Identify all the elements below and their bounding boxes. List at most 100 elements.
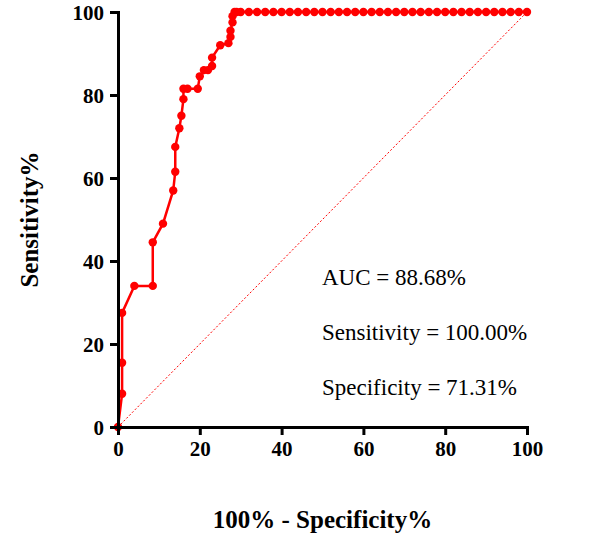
roc-point <box>523 8 531 16</box>
tick-label: 60 <box>83 167 104 191</box>
tick: 60 <box>83 167 118 191</box>
tick: 100 <box>512 427 544 461</box>
tick-mark <box>110 343 118 346</box>
tick: 0 <box>113 427 124 461</box>
roc-point <box>208 62 216 70</box>
roc-point <box>515 8 523 16</box>
roc-point <box>175 124 183 132</box>
roc-point <box>433 8 441 16</box>
tick-label: 80 <box>435 437 456 461</box>
roc-point <box>482 8 490 16</box>
tick-label: 0 <box>94 416 105 440</box>
roc-point <box>416 8 424 16</box>
tick-mark <box>526 427 529 435</box>
y-axis: 0 20 40 60 80 100 <box>73 1 119 440</box>
x-axis-title: 100% - Specificity% <box>213 506 432 533</box>
tick: 0 <box>94 416 119 440</box>
roc-point <box>490 8 498 16</box>
tick: 80 <box>83 84 118 108</box>
roc-point <box>506 8 514 16</box>
y-axis-title: Sensitivity% <box>16 151 43 287</box>
roc-point <box>237 8 245 16</box>
roc-point <box>179 95 187 103</box>
roc-point <box>392 8 400 16</box>
roc-point <box>130 282 138 290</box>
reference-diagonal <box>118 12 527 427</box>
roc-point <box>294 8 302 16</box>
roc-point <box>367 8 375 16</box>
roc-point <box>457 8 465 16</box>
roc-point <box>310 8 318 16</box>
tick-mark <box>281 427 284 435</box>
roc-point <box>169 186 177 194</box>
tick-mark <box>199 427 202 435</box>
roc-line <box>118 12 527 427</box>
roc-point <box>343 8 351 16</box>
roc-point <box>376 8 384 16</box>
roc-point <box>425 8 433 16</box>
tick-mark <box>110 11 118 14</box>
roc-point <box>171 168 179 176</box>
roc-point <box>318 8 326 16</box>
roc-point <box>351 8 359 16</box>
roc-point <box>400 8 408 16</box>
roc-point <box>261 8 269 16</box>
chart: 0 20 40 60 80 100 0 20 40 60 80 100 100% - Specifici… <box>0 0 600 540</box>
roc-point <box>149 238 157 246</box>
roc-point <box>245 8 253 16</box>
tick-label: 80 <box>83 84 104 108</box>
plot-area <box>114 8 531 431</box>
tick-label: 20 <box>83 333 104 357</box>
roc-point <box>226 26 234 34</box>
roc-point <box>326 8 334 16</box>
annotation: AUC = 88.68% <box>322 265 466 290</box>
roc-point <box>216 41 224 49</box>
tick: 20 <box>190 427 211 461</box>
tick-label: 40 <box>272 437 293 461</box>
tick: 20 <box>83 333 118 357</box>
roc-point <box>441 8 449 16</box>
tick: 100 <box>73 1 119 25</box>
roc-point <box>449 8 457 16</box>
tick-mark <box>110 94 118 97</box>
roc-point <box>359 8 367 16</box>
roc-point <box>149 282 157 290</box>
tick-mark <box>110 260 118 263</box>
tick-label: 40 <box>83 250 104 274</box>
tick-mark <box>110 426 118 429</box>
roc-point <box>194 85 202 93</box>
roc-point <box>171 143 179 151</box>
roc-point <box>384 8 392 16</box>
roc-point <box>277 8 285 16</box>
roc-point <box>159 219 167 227</box>
annotation: Specificity = 71.31% <box>322 375 517 400</box>
roc-point <box>286 8 294 16</box>
tick-mark <box>362 427 365 435</box>
plot: 0 20 40 60 80 100 0 20 40 60 80 100 <box>73 1 544 461</box>
roc-point <box>208 53 216 61</box>
tick-label: 20 <box>190 437 211 461</box>
roc-point <box>177 112 185 120</box>
roc-point <box>466 8 474 16</box>
axis-line <box>119 428 528 436</box>
tick: 40 <box>272 427 293 461</box>
tick-label: 100 <box>512 437 544 461</box>
roc-point <box>408 8 416 16</box>
tick-label: 0 <box>113 437 124 461</box>
roc-point <box>335 8 343 16</box>
roc-point <box>474 8 482 16</box>
roc-point <box>253 8 261 16</box>
tick: 80 <box>435 427 456 461</box>
axis-line <box>110 13 119 428</box>
x-axis: 0 20 40 60 80 100 <box>113 427 543 461</box>
roc-point <box>183 85 191 93</box>
roc-point <box>269 8 277 16</box>
roc-point <box>498 8 506 16</box>
annotation: Sensitivity = 100.00% <box>322 320 527 345</box>
tick-mark <box>444 427 447 435</box>
tick-mark <box>110 177 118 180</box>
tick: 40 <box>83 250 118 274</box>
tick: 60 <box>353 427 374 461</box>
tick-label: 60 <box>353 437 374 461</box>
tick-label: 100 <box>73 1 105 25</box>
